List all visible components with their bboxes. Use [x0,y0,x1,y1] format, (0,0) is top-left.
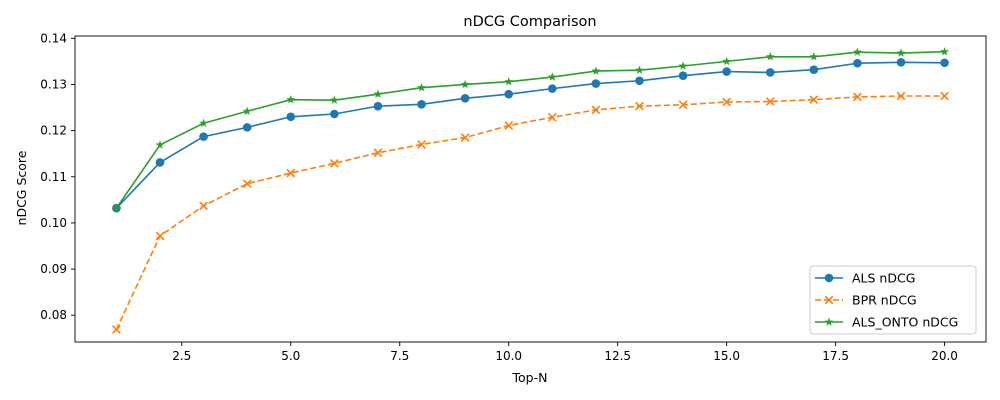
y-axis-label: nDCG Score [14,150,29,225]
data-point-als-onto-ndcg [417,83,426,92]
legend-label: BPR nDCG [852,293,917,308]
data-point-als-ndcg [635,76,644,86]
legend: ALS nDCG BPR nDCG ALS_ONTO nDCG [809,265,977,335]
legend-marker [824,317,834,326]
data-point-bpr-ndcg [678,100,688,110]
x-tick-label: 10.0 [495,349,522,363]
x-tick-label: 17.5 [822,349,849,363]
data-point-als-onto-ndcg [765,52,775,61]
data-point-bpr-ndcg [504,121,514,130]
data-point-als-ndcg [417,100,426,109]
data-point-als-onto-ndcg [547,72,557,81]
legend-item-bpr-ndcg: BPR nDCG [815,293,917,308]
data-point-bpr-ndcg [373,148,383,158]
data-series [112,47,949,334]
data-point-als-ndcg [373,101,383,111]
data-point-als-onto-ndcg [940,47,949,56]
x-tick-label: 15.0 [713,349,740,363]
data-point-als-onto-ndcg [155,140,165,149]
data-point-bpr-ndcg [635,101,644,111]
data-point-als-ndcg [896,58,906,67]
x-axis-label: Top-N [512,370,548,385]
data-point-bpr-ndcg [853,92,862,102]
data-point-als-onto-ndcg [722,56,732,66]
data-point-bpr-ndcg [112,325,121,334]
data-point-bpr-ndcg [155,231,165,241]
y-axis-ticks: 0.08 0.09 0.10 0.11 0.12 0.13 0.14 [40,31,75,322]
legend-item-als-ndcg: ALS nDCG [815,271,915,286]
data-point-bpr-ndcg [286,168,296,178]
x-axis-ticks: 2.5 5.0 7.5 10.0 12.5 15.0 17.5 20.0 [172,342,958,363]
data-point-als-onto-ndcg [112,203,121,212]
data-point-als-ndcg [853,58,862,68]
plot-frame [74,35,987,343]
data-point-bpr-ndcg [417,140,426,149]
data-point-als-ndcg [242,123,252,132]
data-point-bpr-ndcg [765,97,775,106]
y-tick-label: 0.10 [40,216,67,230]
data-point-als-onto-ndcg [329,95,339,104]
x-tick-label: 12.5 [604,349,631,363]
y-tick-label: 0.08 [40,308,67,322]
data-point-als-onto-ndcg [373,89,383,98]
data-point-als-ndcg [678,71,688,80]
data-point-als-onto-ndcg [853,47,862,56]
data-point-bpr-ndcg [591,105,601,115]
data-point-als-onto-ndcg [460,79,470,89]
data-point-als-ndcg [547,84,557,93]
data-point-bpr-ndcg [329,159,339,168]
x-tick-label: 2.5 [172,349,191,363]
data-point-als-onto-ndcg [286,95,296,104]
series-line-als-ndcg [115,61,945,209]
data-point-als-onto-ndcg [635,65,644,74]
data-point-als-ndcg [504,89,514,99]
data-point-bpr-ndcg [809,95,819,105]
series-bpr-ndcg [112,91,949,334]
y-tick-label: 0.09 [40,262,67,276]
data-point-als-ndcg [765,68,775,77]
data-point-bpr-ndcg [940,91,949,101]
legend-label: ALS nDCG [852,271,915,286]
data-point-bpr-ndcg [896,91,906,101]
data-point-bpr-ndcg [242,179,252,189]
series-als-onto-ndcg [112,47,949,212]
data-point-als-ndcg [722,67,731,76]
data-point-als-onto-ndcg [591,66,601,75]
data-point-bpr-ndcg [460,133,470,142]
x-tick-label: 7.5 [390,349,409,363]
legend-box [809,265,977,335]
legend-marker [824,273,834,283]
data-point-als-onto-ndcg [199,118,208,127]
data-point-als-ndcg [460,94,470,103]
legend-item-als-onto-ndcg: ALS_ONTO nDCG [815,315,958,330]
data-point-als-ndcg [591,79,601,88]
data-point-bpr-ndcg [722,97,732,107]
x-tick-label: 5.0 [281,349,300,363]
data-point-bpr-ndcg [199,201,208,211]
chart-title: nDCG Comparison [463,14,596,30]
series-line-als-onto-ndcg [115,50,945,209]
data-point-als-ndcg [199,132,208,141]
legend-label: ALS_ONTO nDCG [852,315,958,330]
y-tick-label: 0.11 [40,170,67,184]
data-point-als-ndcg [809,65,819,74]
data-point-als-onto-ndcg [896,48,906,57]
legend-marker [824,295,834,305]
series-line-bpr-ndcg [115,95,945,330]
x-tick-label: 20.0 [931,349,958,363]
data-point-als-ndcg [330,109,339,119]
data-point-als-onto-ndcg [242,106,252,115]
data-point-bpr-ndcg [547,112,557,122]
data-point-als-ndcg [286,112,296,122]
data-point-als-onto-ndcg [678,61,688,70]
y-tick-label: 0.12 [40,124,67,138]
data-point-als-onto-ndcg [809,52,819,61]
data-point-als-onto-ndcg [504,77,514,86]
data-point-als-ndcg [940,58,949,68]
y-tick-label: 0.13 [40,77,67,91]
y-tick-label: 0.14 [40,31,67,45]
data-point-als-ndcg [155,158,165,167]
